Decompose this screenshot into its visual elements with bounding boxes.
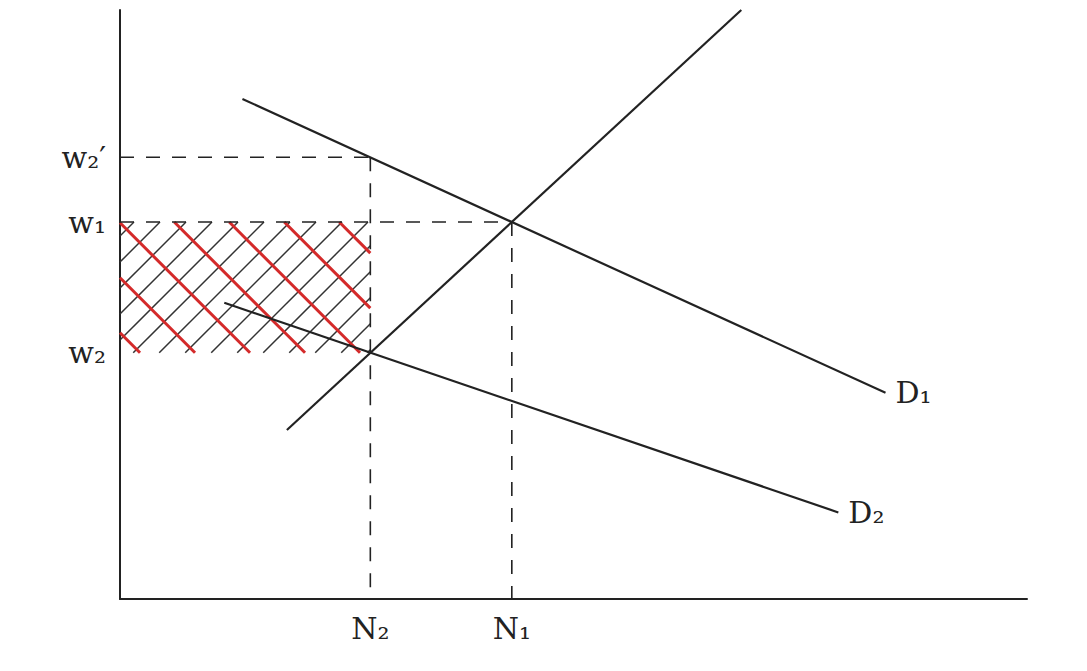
svg-text:N₂: N₂	[351, 611, 389, 646]
svg-text:N₁: N₁	[493, 611, 531, 646]
svg-text:w₁: w₁	[68, 205, 106, 240]
svg-text:w₂: w₂	[68, 335, 106, 370]
svg-text:D₁: D₁	[896, 375, 932, 410]
svg-text:w₂′: w₂′	[61, 140, 106, 175]
svg-text:D₂: D₂	[848, 495, 884, 530]
